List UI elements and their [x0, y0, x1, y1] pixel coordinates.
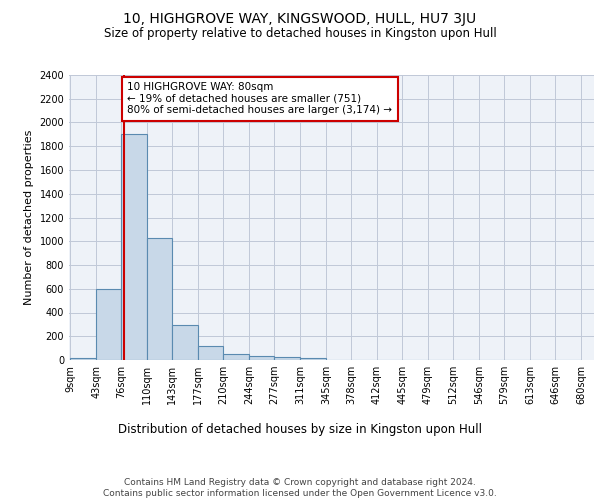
Bar: [70, 358, 96, 360]
Bar: [198, 346, 223, 360]
Text: 10, HIGHGROVE WAY, KINGSWOOD, HULL, HU7 3JU: 10, HIGHGROVE WAY, KINGSWOOD, HULL, HU7 …: [124, 12, 476, 26]
Bar: [249, 356, 274, 360]
Y-axis label: Number of detached properties: Number of detached properties: [24, 130, 34, 305]
Text: Distribution of detached houses by size in Kingston upon Hull: Distribution of detached houses by size …: [118, 422, 482, 436]
Bar: [147, 238, 172, 360]
Text: Contains HM Land Registry data © Crown copyright and database right 2024.
Contai: Contains HM Land Registry data © Crown c…: [103, 478, 497, 498]
Bar: [172, 325, 198, 360]
Bar: [274, 357, 300, 360]
Bar: [223, 354, 249, 360]
Text: 10 HIGHGROVE WAY: 80sqm
← 19% of detached houses are smaller (751)
80% of semi-d: 10 HIGHGROVE WAY: 80sqm ← 19% of detache…: [127, 82, 392, 116]
Text: Size of property relative to detached houses in Kingston upon Hull: Size of property relative to detached ho…: [104, 28, 496, 40]
Bar: [96, 289, 121, 360]
Bar: [300, 358, 326, 360]
Bar: [121, 134, 147, 360]
